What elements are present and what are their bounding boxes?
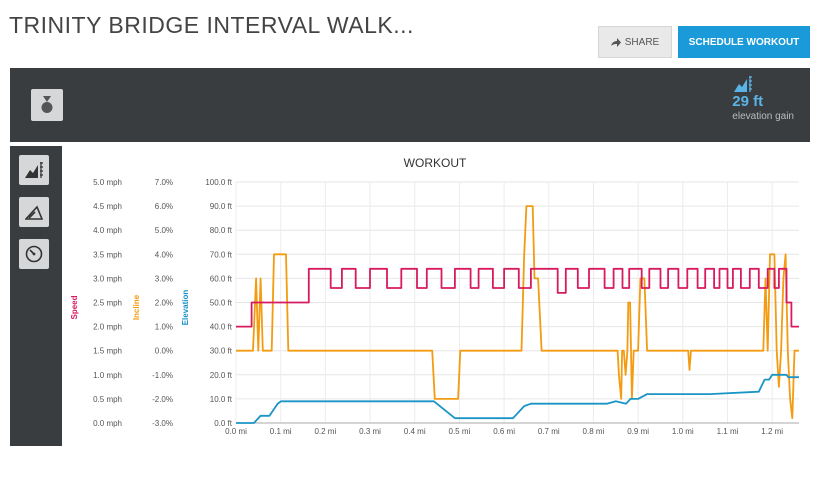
elevation-icon — [734, 76, 753, 92]
x-tick-label: 1.2 mi — [761, 427, 783, 436]
y-tick-label: 50.0 ft — [210, 299, 233, 308]
workout-chart-svg: 0.0 mi 0.1 mi 0.2 mi 0.3 mi 0.4 mi 0.5 mi 0.6 … — [70, 156, 799, 436]
share-label: SHARE — [624, 36, 660, 48]
page-title: TRINITY BRIDGE INTERVAL WALK... — [9, 12, 414, 38]
y-tick-label: 80.0 ft — [210, 226, 233, 235]
y-axis-title: Incline — [132, 294, 141, 320]
y-axis-title: Elevation — [181, 290, 190, 326]
workout-chart: 0.0 mi 0.1 mi 0.2 mi 0.3 mi 0.4 mi 0.5 mi 0.6 … — [62, 146, 810, 446]
y-tick-label: 1.5 mph — [93, 347, 122, 356]
elevation-gain-value: 29 ft — [732, 93, 764, 110]
y-tick-label: -1.0% — [152, 371, 173, 380]
y-tick-label: 0.0 mph — [93, 419, 122, 428]
x-tick-label: 0.4 mi — [404, 427, 426, 436]
y-tick-label: 10.0 ft — [210, 395, 233, 404]
share-button[interactable]: SHARE — [598, 26, 672, 58]
x-tick-label: 0.0 mi — [225, 427, 247, 436]
chart-title: WORKOUT — [404, 156, 467, 170]
incline-icon — [25, 205, 43, 220]
y-tick-label: 3.0% — [155, 274, 173, 283]
elevation-chart-button[interactable] — [19, 155, 49, 185]
y-tick-label: 0.0% — [155, 347, 173, 356]
y-tick-label: 30.0 ft — [210, 347, 233, 356]
incline-chart-button[interactable] — [19, 197, 49, 227]
x-tick-label: 1.1 mi — [717, 427, 739, 436]
x-tick-label: 0.1 mi — [270, 427, 292, 436]
y-tick-label: 1.0 mph — [93, 371, 122, 380]
summary-banner: 29 ft elevation gain — [10, 68, 810, 142]
y-tick-label: 4.5 mph — [93, 202, 122, 211]
x-tick-label: 0.6 mi — [493, 427, 515, 436]
y-tick-label: 7.0% — [155, 178, 173, 187]
y-tick-label: 70.0 ft — [210, 250, 233, 259]
y-tick-label: 4.0 mph — [93, 226, 122, 235]
x-tick-label: 0.9 mi — [627, 427, 649, 436]
speed-chart-button[interactable] — [19, 239, 49, 269]
x-tick-label: 0.7 mi — [538, 427, 560, 436]
y-tick-label: 3.0 mph — [93, 274, 122, 283]
y-axis-title: Speed — [70, 295, 79, 319]
y-tick-label: 2.5 mph — [93, 299, 122, 308]
y-tick-label: 5.0% — [155, 226, 173, 235]
series-line-elevation — [236, 373, 799, 424]
y-tick-label: -2.0% — [152, 395, 173, 404]
y-tick-label: 100.0 ft — [205, 178, 232, 187]
series-line-incline — [236, 205, 799, 420]
y-tick-label: 4.0% — [155, 250, 173, 259]
y-tick-label: 6.0% — [155, 202, 173, 211]
share-icon — [610, 37, 621, 47]
y-tick-label: 0.0 ft — [214, 419, 233, 428]
medal-icon — [31, 89, 63, 121]
chart-type-sidebar — [10, 146, 62, 446]
y-tick-label: 20.0 ft — [210, 371, 233, 380]
x-tick-label: 0.3 mi — [359, 427, 381, 436]
schedule-workout-button[interactable]: SCHEDULE WORKOUT — [678, 26, 810, 58]
elevation-icon — [25, 162, 43, 178]
y-tick-label: -3.0% — [152, 419, 173, 428]
elevation-gain-stat: 29 ft elevation gain — [732, 76, 794, 122]
y-tick-label: 3.5 mph — [93, 250, 122, 259]
y-tick-label: 1.0% — [155, 323, 173, 332]
y-tick-label: 60.0 ft — [210, 274, 233, 283]
x-tick-label: 0.8 mi — [583, 427, 605, 436]
y-tick-label: 2.0% — [155, 299, 173, 308]
y-tick-label: 2.0 mph — [93, 323, 122, 332]
y-tick-label: 90.0 ft — [210, 202, 233, 211]
speed-gauge-icon — [25, 245, 43, 263]
y-tick-label: 0.5 mph — [93, 395, 122, 404]
elevation-gain-label: elevation gain — [732, 111, 794, 122]
y-tick-label: 40.0 ft — [210, 323, 233, 332]
y-tick-label: 5.0 mph — [93, 178, 122, 187]
x-tick-label: 1.0 mi — [672, 427, 694, 436]
series-line-speed — [236, 267, 799, 328]
x-tick-label: 0.5 mi — [449, 427, 471, 436]
x-tick-label: 0.2 mi — [314, 427, 336, 436]
